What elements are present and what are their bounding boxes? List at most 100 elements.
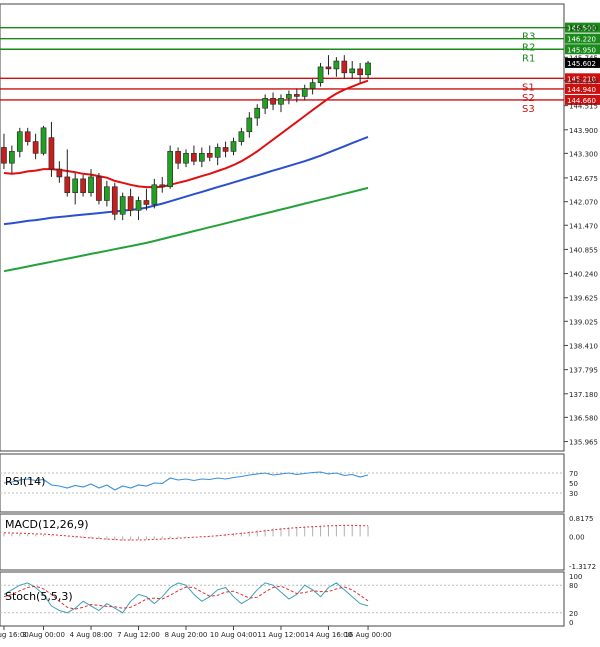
time-tick-label: 4 Aug 08:00 xyxy=(70,631,113,639)
stoch-tick-label: 0 xyxy=(569,619,573,627)
candle-body xyxy=(214,147,221,158)
current-price-box xyxy=(565,57,600,68)
price-tick-label: 136.580 xyxy=(569,414,598,422)
candle-body xyxy=(40,127,47,154)
rsi-line xyxy=(3,471,369,491)
macd-panel: 0.8175 0.00 -1.3172 MACD(12,26,9) xyxy=(0,513,596,571)
candle-body xyxy=(1,147,7,164)
ma-line-ma_slow xyxy=(3,186,369,273)
price-tick-label: 142.070 xyxy=(569,199,598,207)
candle-body xyxy=(127,196,134,211)
candle-body xyxy=(317,66,324,83)
candle-body xyxy=(278,98,284,105)
candle-body xyxy=(230,141,237,152)
candle-body xyxy=(96,176,102,201)
level-price-label: 144.660 xyxy=(567,97,596,105)
candle-body xyxy=(24,131,31,142)
price-tick-label: 146.500 xyxy=(569,25,598,33)
stoch-title: Stoch(5,5,3) xyxy=(5,590,73,603)
time-tick-label: 14 Aug 16:00 xyxy=(305,631,352,639)
candle-body xyxy=(151,184,158,205)
candle-body xyxy=(309,82,316,89)
level-price-label: 146.220 xyxy=(567,36,596,44)
time-axis: 2 Aug 16:003 Aug 00:00 4 Aug 08:00 7 Aug 1… xyxy=(0,626,392,639)
level-name-s2: S2 xyxy=(522,93,535,104)
candle-body xyxy=(293,94,300,97)
candle-body xyxy=(198,153,205,162)
candle-body xyxy=(262,98,268,109)
level-price-label: 144.940 xyxy=(567,86,596,94)
rsi-axis: 70 50 30 xyxy=(569,470,578,498)
level-price-label: 145.950 xyxy=(567,46,596,54)
rsi-title: RSI(14) xyxy=(5,475,45,488)
candle-body xyxy=(222,147,229,152)
macd-title: MACD(12,26,9) xyxy=(5,518,89,531)
macd-tick-label: 0.8175 xyxy=(569,515,594,523)
macd-plot xyxy=(3,524,369,541)
rsi-plot xyxy=(0,471,564,494)
candle-body xyxy=(32,141,39,154)
stoch-tick-label: 100 xyxy=(569,573,582,581)
level-name-s1: S1 xyxy=(522,82,535,93)
level-price-box xyxy=(565,33,600,44)
time-tick-label: 3 Aug 00:00 xyxy=(22,631,65,639)
candle-body xyxy=(88,176,94,193)
level-price-label: 145.210 xyxy=(567,75,596,83)
stoch-line-signal xyxy=(3,585,369,610)
price-tick-label: 141.470 xyxy=(569,222,598,230)
level-name-r1: R1 xyxy=(522,53,535,64)
level-price-box xyxy=(565,22,600,33)
price-tick-label: 139.025 xyxy=(569,318,598,326)
ma-line-ma_fast xyxy=(3,79,369,189)
candle-body xyxy=(16,131,23,152)
price-axis: 146.500145.745145.150144.515143.900143.3… xyxy=(564,25,600,447)
candle-body xyxy=(135,200,142,211)
macd-axis: 0.8175 0.00 -1.3172 xyxy=(569,515,596,571)
candle-body xyxy=(270,98,276,105)
candle-body xyxy=(341,60,348,74)
candle-body xyxy=(9,151,15,164)
candle-body xyxy=(286,94,292,99)
price-tick-label: 135.965 xyxy=(569,439,598,447)
price-tick-label: 145.150 xyxy=(569,78,598,86)
time-tick-label: 10 Aug 04:00 xyxy=(210,631,257,639)
stoch-tick-label: 20 xyxy=(569,610,578,618)
candle-body xyxy=(72,178,79,193)
candle-body xyxy=(183,153,189,164)
candle-body xyxy=(325,66,332,70)
candle-body xyxy=(349,68,356,74)
candle-body xyxy=(175,151,181,164)
candle-body xyxy=(254,107,261,119)
rsi-tick-label: 70 xyxy=(569,470,578,478)
candle-body xyxy=(119,196,126,215)
price-tick-label: 137.795 xyxy=(569,367,598,375)
candles xyxy=(1,55,371,221)
price-panel: R3 146.500 R2 146.220 R1 145.950 S1 145.210 S2 14… xyxy=(0,3,600,452)
price-tick-label: 137.180 xyxy=(569,391,598,399)
candle-body xyxy=(246,117,253,133)
stoch-line-main xyxy=(3,582,369,614)
macd-tick-label: 0.00 xyxy=(569,533,585,541)
candle-body xyxy=(64,176,71,193)
candle-body xyxy=(191,153,197,162)
stoch-plot xyxy=(0,582,564,614)
macd-signal-line xyxy=(3,524,369,541)
level-name-r2: R2 xyxy=(522,43,535,54)
macd-tick-label: -1.3172 xyxy=(569,563,596,571)
price-tick-label: 143.300 xyxy=(569,150,598,158)
candle-body xyxy=(357,68,363,76)
time-tick-label: 8 Aug 20:00 xyxy=(165,631,208,639)
level-price-label: 146.500 xyxy=(567,25,596,33)
level-name-r3: R3 xyxy=(522,32,535,43)
price-tick-label: 143.900 xyxy=(569,127,598,135)
candle-body xyxy=(104,186,110,201)
time-tick-label: 2 Aug 16:00 xyxy=(0,631,29,639)
price-tick-label: 144.515 xyxy=(569,103,598,111)
candle-body xyxy=(238,131,245,142)
ma-line-ma_mid xyxy=(3,135,369,226)
